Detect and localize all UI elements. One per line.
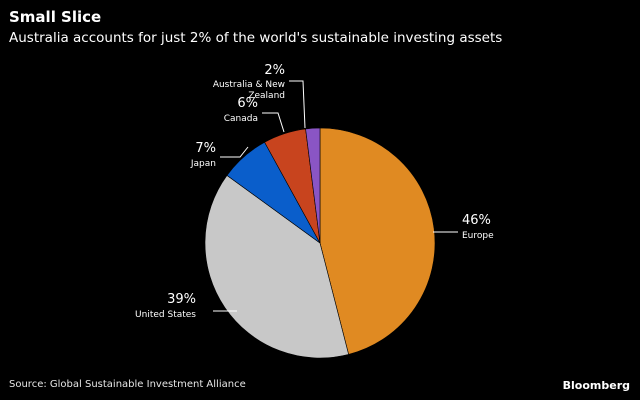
- leader-line-australia-new-zealand: [289, 80, 306, 129]
- category-label-japan: Japan: [190, 159, 216, 169]
- source-note: Source: Global Sustainable Investment Al…: [9, 379, 246, 390]
- category-label-europe: Europe: [462, 231, 494, 241]
- value-label-canada: 6%: [237, 96, 258, 111]
- pie-slice-united-states: [204, 174, 349, 359]
- value-label-australia-new-zealand: 2%: [264, 63, 285, 78]
- category-label-australia-new-zealand: Zealand: [248, 91, 285, 101]
- leader-line-japan: [220, 146, 249, 158]
- bloomberg-logo: Bloomberg: [562, 379, 630, 392]
- pie-slice-australia-new-zealand: [305, 127, 321, 244]
- value-label-united-states: 39%: [167, 292, 196, 307]
- value-label-japan: 7%: [195, 141, 216, 156]
- category-label-canada: Canada: [224, 114, 258, 124]
- pie-slice-europe: [319, 127, 436, 355]
- pie-slices: [204, 127, 436, 359]
- chart-title: Small Slice: [9, 8, 102, 26]
- category-label-united-states: United States: [135, 310, 196, 320]
- chart-subtitle: Australia accounts for just 2% of the wo…: [9, 30, 503, 46]
- value-label-europe: 46%: [462, 213, 491, 228]
- pie-labels: 46% Europe 39% United States 7% Japan 6% Canada…: [135, 63, 494, 320]
- leader-line-canada: [262, 112, 285, 133]
- category-label-australia-new-zealand: Australia & New: [213, 80, 285, 90]
